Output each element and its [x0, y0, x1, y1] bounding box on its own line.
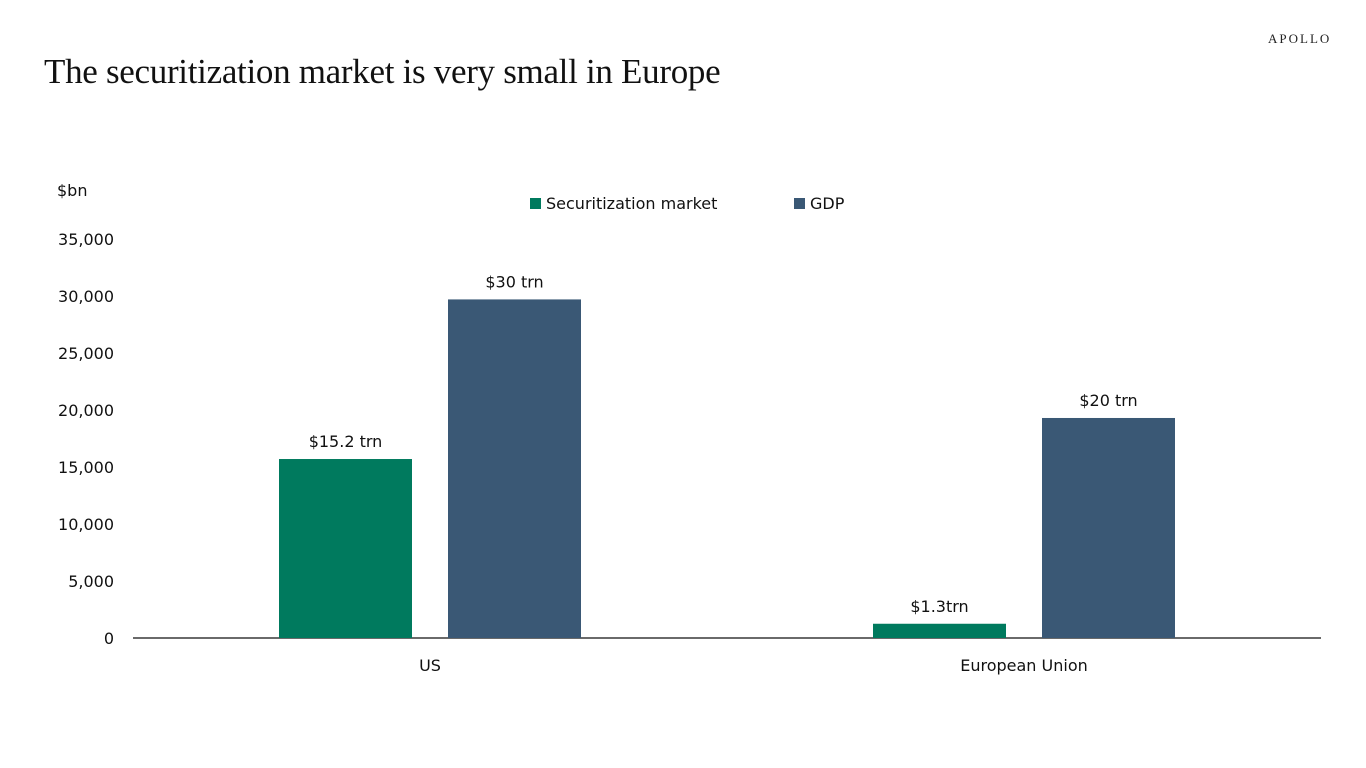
legend-label-gdp: GDP [810, 194, 845, 213]
legend-label-securitization: Securitization market [546, 194, 717, 213]
legend: Securitization market GDP [530, 194, 845, 213]
legend-swatch-gdp [794, 198, 805, 209]
x-tick-label: European Union [960, 656, 1088, 675]
y-tick-label: 0 [104, 629, 114, 648]
data-label: $30 trn [485, 272, 543, 291]
page-title: The securitization market is very small … [44, 52, 721, 91]
legend-swatch-securitization [530, 198, 541, 209]
bar-gdp [448, 299, 581, 638]
apollo-logo: APOLLO [1268, 31, 1332, 46]
data-label: $15.2 trn [309, 432, 383, 451]
data-label: $1.3trn [910, 597, 968, 616]
y-tick-label: 15,000 [58, 458, 114, 477]
x-tick-label: US [419, 656, 441, 675]
y-tick-label: 10,000 [58, 515, 114, 534]
y-tick-label: 5,000 [68, 572, 114, 591]
y-tick-label: 20,000 [58, 401, 114, 420]
y-axis-label: $bn [57, 181, 87, 200]
y-tick-label: 35,000 [58, 230, 114, 249]
y-tick-label: 30,000 [58, 287, 114, 306]
bar-securitization [873, 623, 1006, 638]
bar-gdp [1042, 417, 1175, 638]
bar-securitization [279, 459, 412, 638]
y-tick-label: 25,000 [58, 344, 114, 363]
data-label: $20 trn [1079, 391, 1137, 410]
